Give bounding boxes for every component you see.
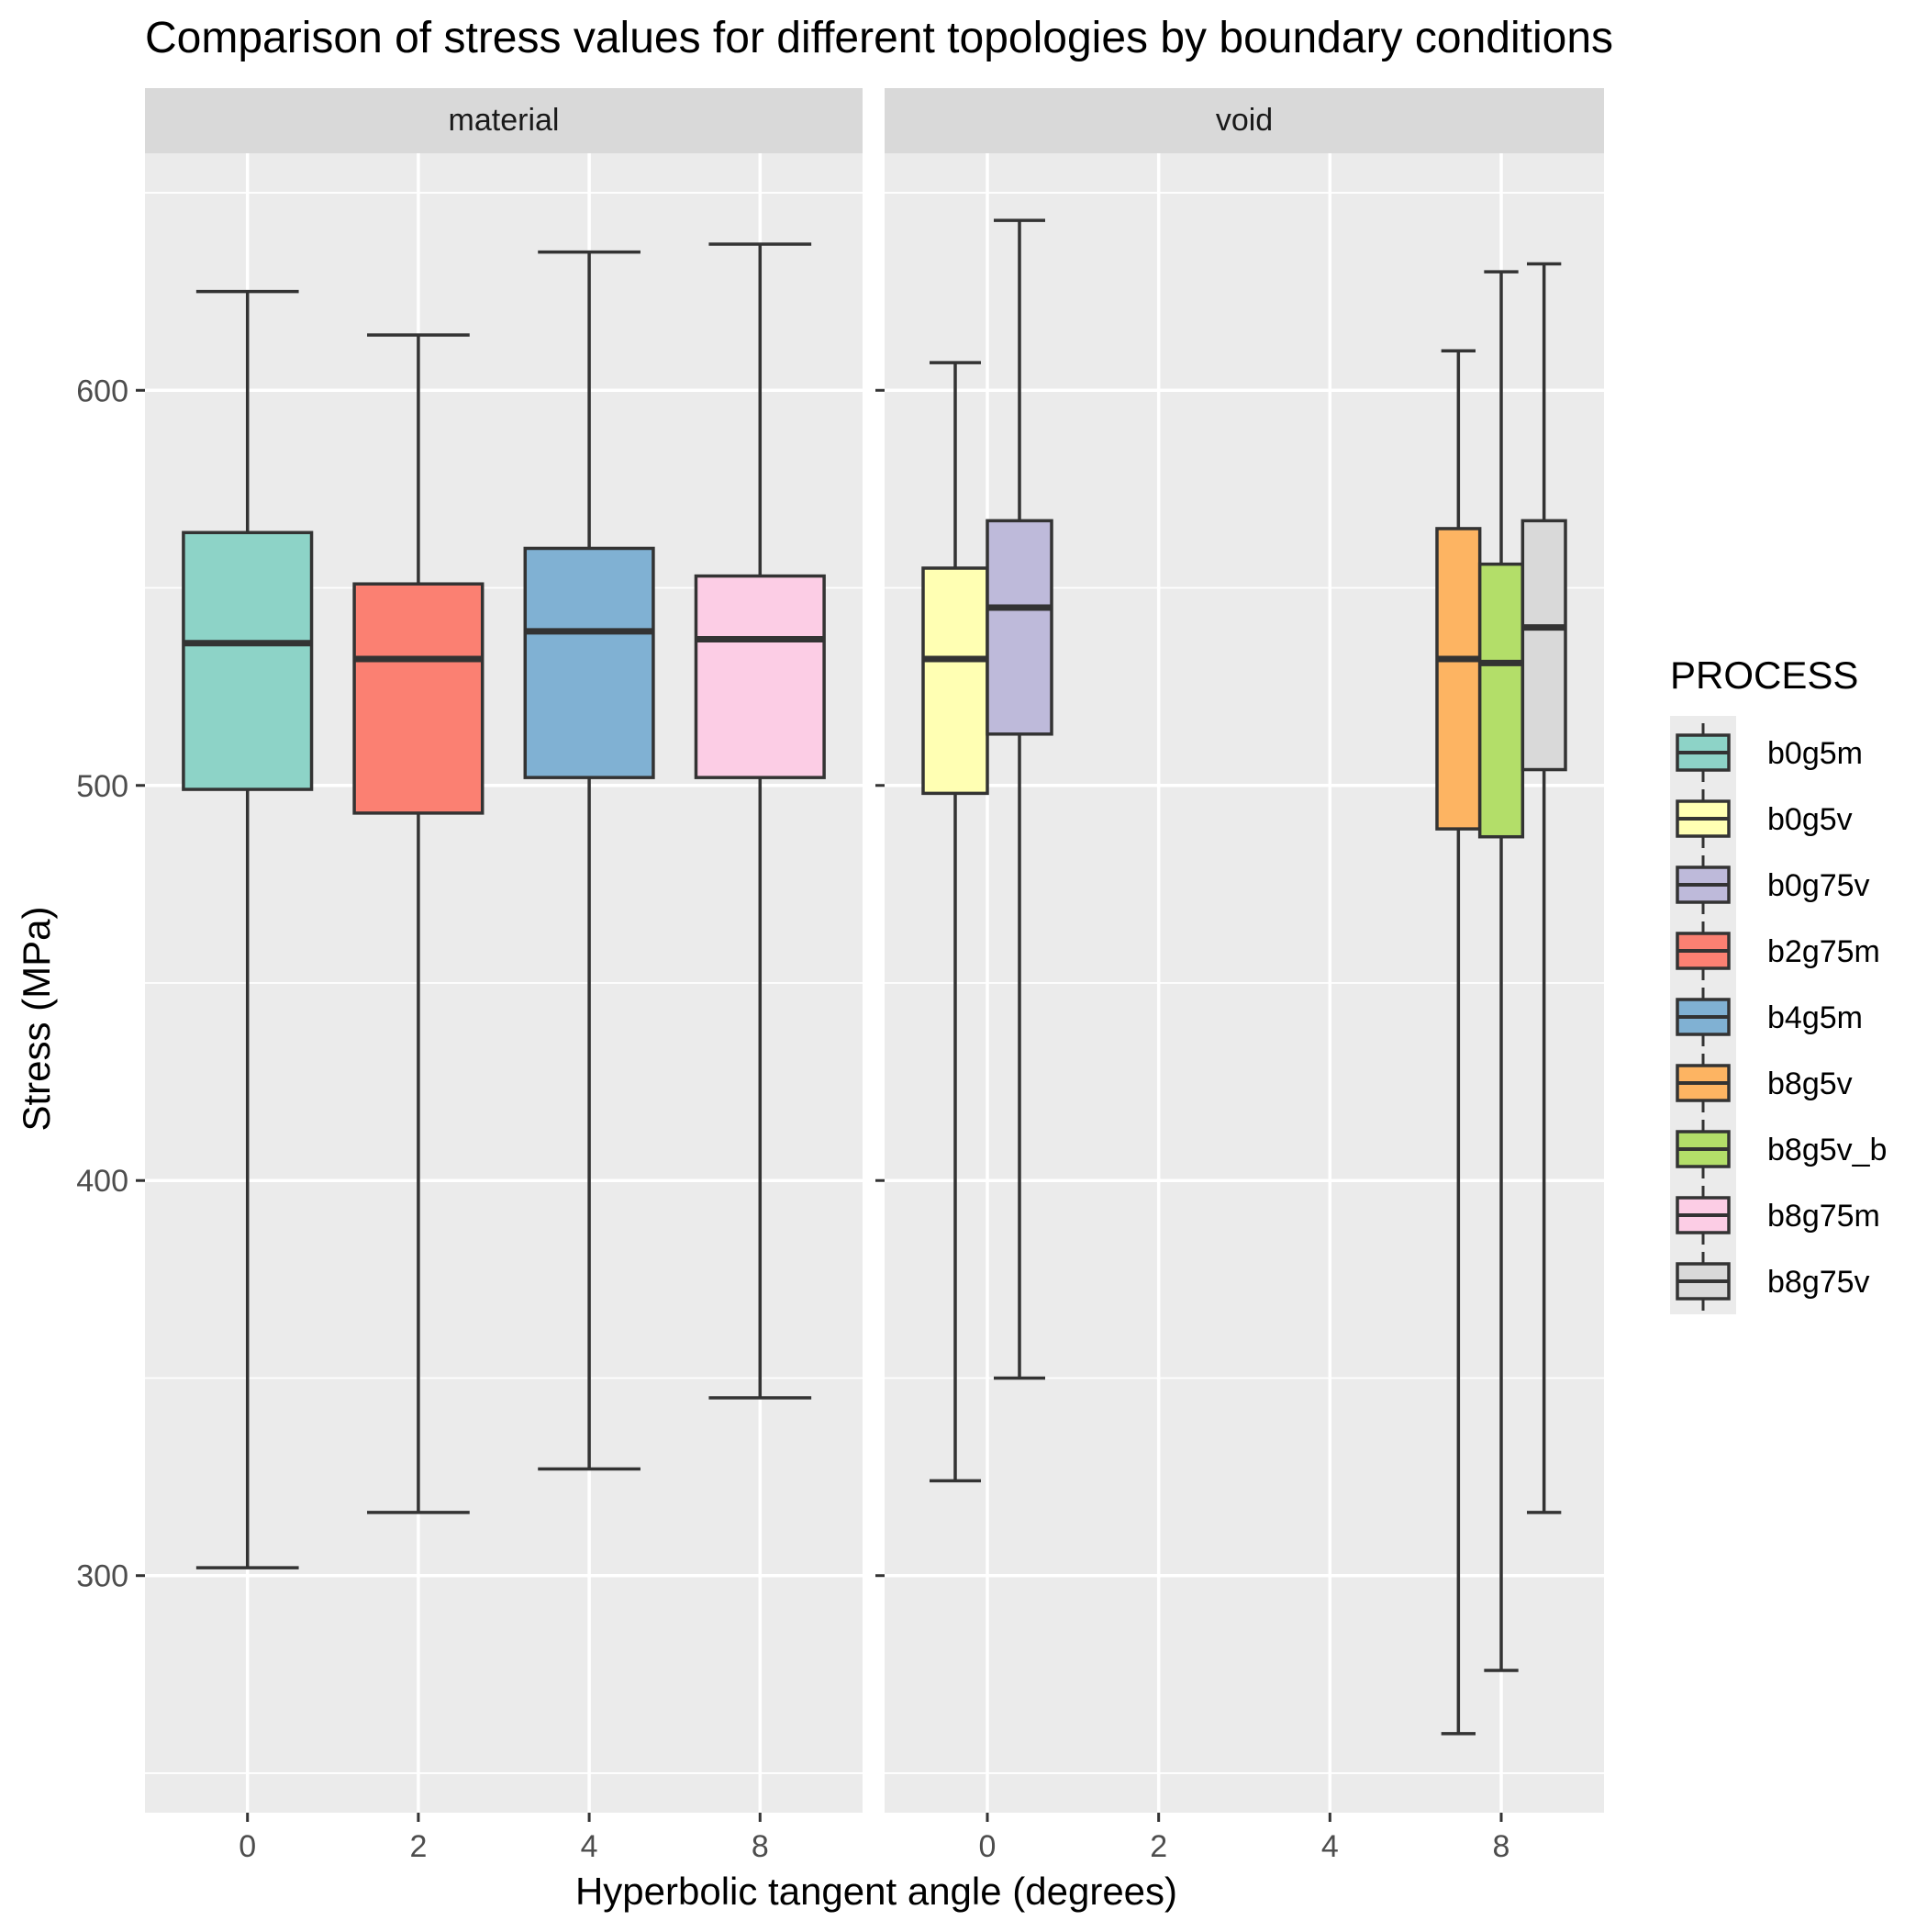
legend-entry-b8g75v: b8g75v <box>1676 1252 1870 1311</box>
panel-void: void 0 2 4 8 <box>875 88 1604 1864</box>
box-b0g5v <box>921 361 989 1483</box>
legend-entry-label: b8g5v_b <box>1767 1133 1887 1167</box>
box-b2g75m <box>352 333 485 1514</box>
legend-entries: b0g5m b0g5v b0g75v b2g75m b4g5m b8g5v b8g5v_bb… <box>1670 716 1887 1314</box>
legend-entry-b8g5v_b: b8g5v_b <box>1676 1120 1887 1178</box>
box-body <box>1477 562 1525 839</box>
box-body <box>986 519 1053 736</box>
y-tick-label: 600 <box>76 374 128 408</box>
x-tick-label: 8 <box>752 1829 769 1864</box>
panels: material 0 2 4 8 300 400 500 600 void 0 2 4 8 <box>76 88 1604 1864</box>
x-axis-label: Hyperbolic tangent angle (degrees) <box>575 1870 1177 1913</box>
box-body <box>1435 527 1482 831</box>
box-b8g75m <box>694 242 826 1400</box>
legend-entry-label: b8g75m <box>1767 1199 1880 1234</box>
box-body <box>921 566 989 796</box>
y-tick-label: 300 <box>76 1559 128 1594</box>
x-tick-label: 2 <box>1150 1829 1167 1864</box>
legend-entry-label: b8g75v <box>1767 1265 1870 1300</box>
box-b8g5v_b <box>1477 270 1525 1672</box>
legend-entry-b2g75m: b2g75m <box>1676 921 1880 980</box>
legend-entry-label: b2g75m <box>1767 934 1880 969</box>
box-b4g5m <box>523 250 655 1471</box>
facet-strip <box>145 88 863 153</box>
legend-entry-label: b0g75v <box>1767 868 1870 903</box>
x-tick-label: 0 <box>239 1829 256 1864</box>
x-tick-label: 8 <box>1493 1829 1510 1864</box>
legend-entry-b0g75v: b0g75v <box>1676 855 1870 914</box>
legend-entry-label: b0g5m <box>1767 736 1863 771</box>
legend-entry-b0g5v: b0g5v <box>1676 789 1853 848</box>
legend-entry-label: b0g5v <box>1767 802 1853 837</box>
box-b8g75v <box>1520 262 1567 1514</box>
box-body <box>694 574 826 779</box>
y-tick-label: 500 <box>76 769 128 804</box>
x-tick-label: 4 <box>1321 1829 1339 1864</box>
legend-entry-b0g5m: b0g5m <box>1676 723 1863 782</box>
x-tick-label: 2 <box>409 1829 427 1864</box>
panel-material: material 0 2 4 8 300 400 500 600 <box>76 88 863 1864</box>
legend-entry-b8g5v: b8g5v <box>1676 1054 1853 1112</box>
box-b0g5m <box>182 289 314 1569</box>
facet-label: void <box>1216 103 1273 138</box>
y-axis-label: Stress (MPa) <box>15 906 58 1131</box>
legend-entry-b8g75m: b8g75m <box>1676 1186 1880 1245</box>
facet-label: material <box>449 103 560 138</box>
box-body <box>352 582 485 815</box>
legend-entry-label: b4g5m <box>1767 1000 1863 1035</box>
legend-entry-b4g5m: b4g5m <box>1676 988 1863 1046</box>
chart-title: Comparison of stress values for differen… <box>145 14 1613 62</box>
box-b0g75v <box>986 218 1053 1380</box>
x-tick-label: 4 <box>581 1829 598 1864</box>
legend-entry-label: b8g5v <box>1767 1067 1853 1101</box>
legend: PROCESS b0g5m b0g5v b0g75v b2g75m b4g5m b8g5v… <box>1670 653 1887 1314</box>
y-tick-label: 400 <box>76 1164 128 1199</box>
x-tick-label: 0 <box>979 1829 997 1864</box>
box-body <box>182 530 314 791</box>
box-body <box>523 546 655 779</box>
box-body <box>1520 519 1567 772</box>
facet-strip <box>885 88 1604 153</box>
legend-title: PROCESS <box>1670 653 1858 697</box>
